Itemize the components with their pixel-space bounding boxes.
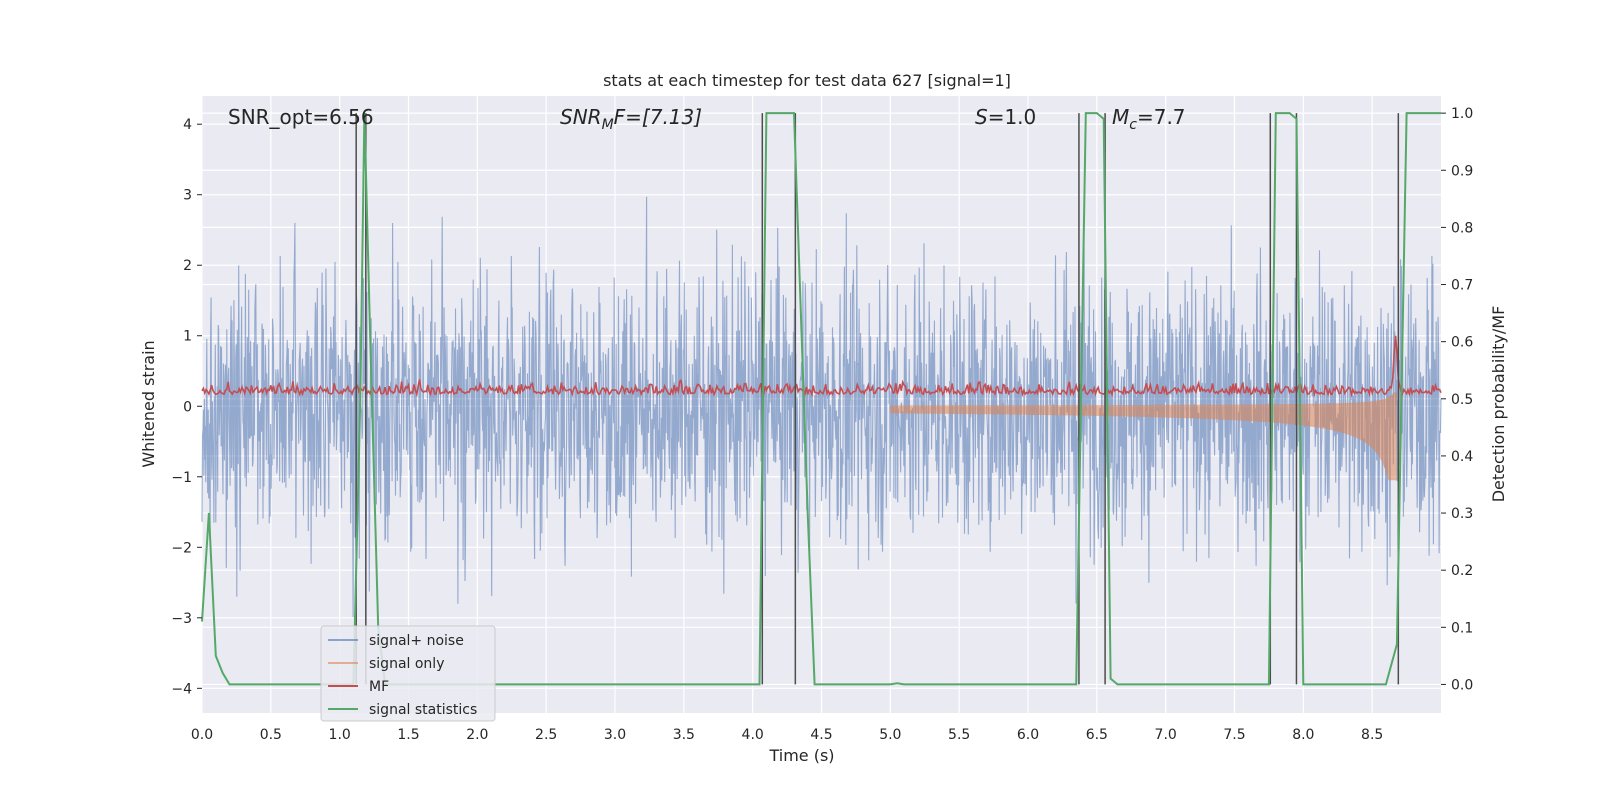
y-right-tick-label: 0.1	[1451, 620, 1473, 636]
x-tick-label: 2.5	[535, 727, 557, 743]
y-right-tick-label: 0.5	[1451, 392, 1473, 408]
y-right-tick-label: 0.3	[1451, 506, 1473, 522]
y-right-tick-label: 0.8	[1451, 220, 1473, 236]
x-tick-label: 1.5	[397, 727, 419, 743]
series-signal-noise	[201, 196, 1442, 618]
s-label: S	[975, 105, 988, 129]
y-tick-label: −2	[171, 540, 192, 556]
s-value: =1.0	[988, 105, 1037, 129]
legend-label-mf: MF	[369, 679, 389, 695]
x-axis-label: Time (s)	[768, 746, 834, 765]
x-tick-label: 4.0	[742, 727, 764, 743]
x-tick-label: 5.5	[948, 727, 970, 743]
x-tick-label: 3.5	[673, 727, 695, 743]
s-annotation: S=1.0	[975, 105, 1036, 129]
x-tick-label: 1.0	[329, 727, 351, 743]
x-tick-label: 0.5	[260, 727, 282, 743]
legend-label-signal-noise: signal+ noise	[369, 633, 464, 649]
y-right-tick-label: 0.6	[1451, 335, 1473, 351]
y-tick-label: 2	[183, 258, 192, 274]
snr-mf-annotation: SNRMF=[7.13]	[560, 105, 702, 133]
chart-title: stats at each timestep for test data 627…	[603, 71, 1011, 90]
mc-base: M	[1112, 105, 1129, 129]
x-tick-label: 5.0	[879, 727, 901, 743]
y-right-tick-label: 0.9	[1451, 163, 1473, 179]
axes: 0.0 0.5 1.0 1.5 2.0 2.5 3.0 3.5 4.0 4.5 5.0 5.5 6.0 6…	[171, 106, 1473, 743]
x-tick-label: 3.0	[604, 727, 626, 743]
y-axis-label: Whitened strain	[139, 340, 158, 467]
y-right-tick-label: 0.0	[1451, 677, 1473, 693]
mc-annotation: Mc=7.7	[1112, 105, 1186, 133]
x-tick-label: 2.0	[466, 727, 488, 743]
x-tick-label: 8.0	[1292, 727, 1314, 743]
y-right-tick-label: 0.4	[1451, 449, 1473, 465]
x-tick-label: 7.0	[1155, 727, 1177, 743]
y-tick-label: 4	[183, 117, 192, 133]
y-tick-label: −4	[171, 681, 192, 697]
x-tick-label: 0.0	[191, 727, 213, 743]
x-tick-label: 6.0	[1017, 727, 1039, 743]
snr-mf-base: SNR	[560, 105, 602, 129]
snr-mf-tail: F=[7.13]	[614, 105, 702, 129]
y-tick-label: 0	[183, 399, 192, 415]
series-mf	[201, 335, 1442, 398]
y-tick-label: −1	[171, 470, 192, 486]
data-layer	[201, 112, 1442, 686]
y-right-tick-label: 0.7	[1451, 278, 1473, 294]
legend-label-signal-statistics: signal statistics	[369, 702, 477, 718]
y-right-tick-label: 0.2	[1451, 563, 1473, 579]
y-tick-label: 3	[183, 188, 192, 204]
snr-opt-annotation: SNR_opt=6.56	[228, 105, 374, 129]
x-tick-label: 8.5	[1361, 727, 1383, 743]
mc-subscript: c	[1129, 117, 1137, 133]
mc-value: =7.7	[1137, 105, 1186, 129]
legend-box	[320, 625, 496, 722]
legend-label-signal-only: signal only	[369, 656, 444, 672]
y-axis-right-label: Detection probability/MF	[1489, 306, 1508, 503]
x-tick-label: 4.5	[810, 727, 832, 743]
x-tick-label: 7.5	[1223, 727, 1245, 743]
x-tick-label: 6.5	[1086, 727, 1108, 743]
legend: signal+ noise signal only MF signal stat…	[320, 625, 496, 722]
snr-mf-subscript: M	[602, 117, 614, 133]
y-tick-label: 1	[183, 329, 192, 345]
y-tick-label: −3	[171, 611, 192, 627]
y-right-tick-label: 1.0	[1451, 106, 1473, 122]
